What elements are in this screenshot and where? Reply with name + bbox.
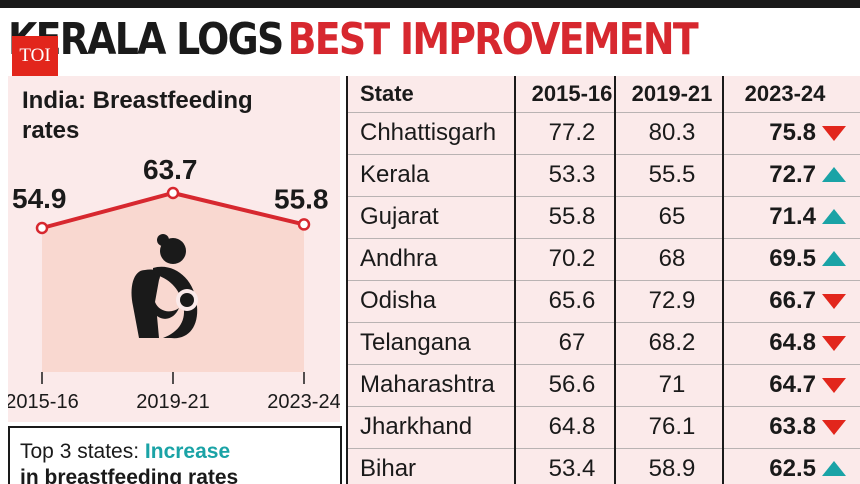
cell-2015-16: 53.4 xyxy=(548,455,596,482)
table-row: Telangana 67 68.2 64.8 xyxy=(346,322,860,364)
cell-2019-21: 72.9 xyxy=(648,287,696,314)
cell-2015-16: 56.6 xyxy=(548,371,596,398)
top3-prefix: Top 3 states: xyxy=(20,440,145,463)
table-divider xyxy=(514,76,516,484)
data-point xyxy=(35,221,49,235)
triangle-down-icon xyxy=(822,126,846,141)
triangle-up-icon xyxy=(822,167,846,182)
cell-2023-24: 75.8 xyxy=(769,119,816,146)
header-2019-21: 2019-21 xyxy=(631,81,713,106)
cell-state: Bihar xyxy=(360,455,417,482)
table-divider xyxy=(614,76,616,484)
cell-2023-24: 66.7 xyxy=(769,287,816,314)
cell-2015-16: 64.8 xyxy=(548,413,596,440)
cell-2019-21: 76.1 xyxy=(648,413,696,440)
header-2015-16: 2015-16 xyxy=(531,81,613,106)
table-divider xyxy=(722,76,724,484)
cell-state: Chhattisgarh xyxy=(360,119,497,146)
cell-2019-21: 55.5 xyxy=(648,161,696,188)
table-row: Gujarat 55.8 65 71.4 xyxy=(346,196,860,238)
row-separator xyxy=(346,154,860,155)
row-separator xyxy=(346,196,860,197)
cell-2019-21: 65 xyxy=(658,203,686,230)
cell-state: Odisha xyxy=(360,287,437,314)
x-tick-label: 2015-16 xyxy=(8,391,79,413)
mother-breastfeeding-icon xyxy=(131,234,198,339)
cell-state: Telangana xyxy=(360,329,471,356)
chart-title: India: Breastfeeding rates xyxy=(22,87,253,144)
data-label: 55.8 xyxy=(274,183,329,214)
header-2023-24: 2023-24 xyxy=(744,81,826,106)
cell-2015-16: 55.8 xyxy=(548,203,596,230)
table-divider-left xyxy=(346,76,348,484)
cell-2023-24: 69.5 xyxy=(769,245,816,272)
cell-2019-21: 68.2 xyxy=(648,329,696,356)
cell-2023-24: 63.8 xyxy=(769,413,816,440)
row-separator xyxy=(346,280,860,281)
table-row: Kerala 53.3 55.5 72.7 xyxy=(346,154,860,196)
row-separator xyxy=(346,448,860,449)
cell-2015-16: 53.3 xyxy=(548,161,596,188)
cell-2019-21: 80.3 xyxy=(648,119,696,146)
cell-2023-24: 72.7 xyxy=(769,161,816,188)
triangle-up-icon xyxy=(822,461,846,476)
x-tick-label: 2023-24 xyxy=(267,391,340,413)
row-separator xyxy=(346,406,860,407)
cell-state: Kerala xyxy=(360,161,430,188)
cell-2023-24: 64.7 xyxy=(769,371,816,398)
x-tick-label: 2019-21 xyxy=(136,391,209,413)
table-row: Maharashtra 56.6 71 64.7 xyxy=(346,364,860,406)
cell-2015-16: 70.2 xyxy=(548,245,596,272)
headline-part2: BEST IMPROVEMENT xyxy=(287,14,699,65)
top3-caption-line2: in breastfeeding rates xyxy=(20,466,239,484)
cell-2019-21: 68 xyxy=(658,245,686,272)
cell-2023-24: 64.8 xyxy=(769,329,816,356)
cell-state: Andhra xyxy=(360,245,438,272)
cell-state: Maharashtra xyxy=(360,371,495,398)
breastfeeding-line-chart: 54.9 63.7 55.8 2015-16 2019-21 2023-24 xyxy=(8,154,340,413)
toi-logo: TOI xyxy=(12,36,58,76)
table-row: Odisha 65.6 72.9 66.7 xyxy=(346,280,860,322)
triangle-down-icon xyxy=(822,378,846,393)
triangle-up-icon xyxy=(822,209,846,224)
top3-box xyxy=(8,426,342,484)
data-point xyxy=(166,186,180,200)
top3-caption: Top 3 states: Increase xyxy=(20,440,230,464)
cell-2019-21: 58.9 xyxy=(648,455,696,482)
table-row: Chhattisgarh 77.2 80.3 75.8 xyxy=(346,112,860,154)
row-separator xyxy=(346,238,860,239)
top3-highlight: Increase xyxy=(144,440,231,463)
triangle-down-icon xyxy=(822,420,846,435)
data-label: 54.9 xyxy=(12,183,67,214)
table-row: Jharkhand 64.8 76.1 63.8 xyxy=(346,406,860,448)
cell-2015-16: 77.2 xyxy=(548,119,596,146)
header-state: State xyxy=(360,81,414,106)
cell-state: Gujarat xyxy=(360,203,439,230)
table-row: Bihar 53.4 58.9 62.5 xyxy=(346,448,860,484)
cell-2019-21: 71 xyxy=(658,371,686,398)
cell-2015-16: 67 xyxy=(558,329,586,356)
cell-2023-24: 71.4 xyxy=(769,203,816,230)
data-point xyxy=(297,218,311,231)
table-row: Andhra 70.2 68 69.5 xyxy=(346,238,860,280)
data-label: 63.7 xyxy=(143,154,198,185)
triangle-down-icon xyxy=(822,336,846,351)
top-rule xyxy=(0,0,860,8)
row-separator xyxy=(346,112,860,113)
triangle-down-icon xyxy=(822,294,846,309)
cell-2015-16: 65.6 xyxy=(548,287,596,314)
row-separator xyxy=(346,322,860,323)
row-separator xyxy=(346,364,860,365)
triangle-up-icon xyxy=(822,251,846,266)
headline: KERALA LOGS BEST IMPROVEMENT xyxy=(8,12,699,68)
cell-state: Jharkhand xyxy=(360,413,473,440)
cell-2023-24: 62.5 xyxy=(769,455,816,482)
